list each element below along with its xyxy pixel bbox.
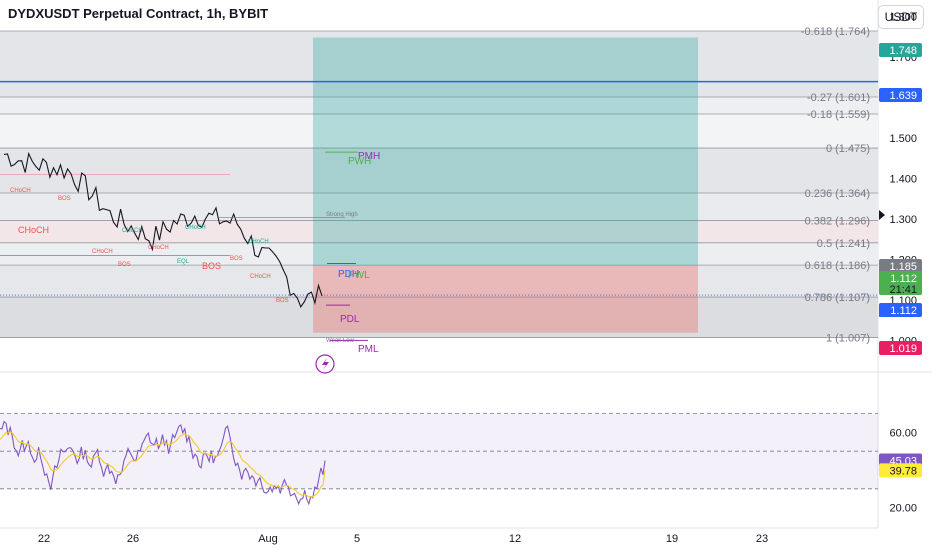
fib-label: 0.786 (1.107): [805, 292, 870, 304]
fib-label: 0 (1.475): [826, 143, 870, 155]
currency-button[interactable]: USDT: [878, 5, 924, 29]
bos-label: BOS: [276, 298, 289, 304]
fib-label: -0.18 (1.559): [807, 109, 870, 121]
pwh-label: PWH: [348, 156, 371, 167]
bos-label: BOS: [202, 261, 221, 271]
price-tick: 1.800: [889, 11, 917, 23]
fib-zone: [0, 193, 878, 221]
fib-zone: [0, 297, 878, 338]
long-position-loss-zone[interactable]: [313, 265, 698, 333]
pwl-label: PWL: [348, 270, 370, 281]
price-tick: 1.500: [889, 133, 917, 145]
price-badge: [879, 43, 922, 57]
axes: 1.8001.7001.6001.5001.4001.3001.2001.100…: [38, 11, 922, 545]
price-badge: [879, 341, 922, 355]
time-tick: 5: [354, 533, 360, 545]
price-tick: 1.400: [889, 173, 917, 185]
pmh-label: PMH: [358, 151, 380, 162]
choch-label: CHoCH: [92, 249, 113, 255]
time-tick: Aug: [258, 533, 278, 545]
bos-label: BOS: [230, 256, 243, 262]
countdown-label: 21:41: [889, 284, 917, 296]
bos-label: BOS: [58, 196, 71, 202]
fib-zone: [0, 114, 878, 149]
rsi-pane[interactable]: [0, 413, 878, 506]
rsi-tick: 60.00: [889, 427, 917, 439]
rsi-ma-line[interactable]: [0, 431, 326, 498]
bos-label: BOS: [118, 262, 131, 268]
time-tick: 22: [38, 533, 50, 545]
rsi-badge: [879, 463, 922, 478]
time-tick: 19: [666, 533, 678, 545]
choch-label: CHoCH: [18, 225, 49, 235]
rsi-tick: 20.00: [889, 503, 917, 515]
fib-zone: [0, 265, 878, 298]
eql-label: EQL: [177, 259, 190, 265]
choch-label: CHoCH: [148, 245, 169, 251]
fib-zone: [0, 220, 878, 243]
rsi-band: [0, 413, 878, 489]
axis-arrow-icon[interactable]: [879, 210, 885, 220]
choch-label: CHoCH: [250, 274, 271, 280]
strong-high-label: Strong High: [326, 212, 358, 218]
time-tick: 23: [756, 533, 768, 545]
price-badge-value: 1.639: [889, 90, 917, 102]
price-badge: [879, 88, 922, 102]
time-tick: 26: [127, 533, 139, 545]
price-badge-value: 1.112: [890, 305, 917, 317]
fib-label: 0.382 (1.296): [805, 216, 870, 228]
fib-zone: [0, 31, 878, 98]
pml-label: PML: [358, 344, 379, 355]
long-position-profit-zone[interactable]: [313, 37, 698, 266]
lightning-glyph: [322, 358, 329, 370]
price-badge: [879, 303, 922, 317]
fib-label: 0.236 (1.364): [805, 188, 870, 200]
time-tick: 12: [509, 533, 521, 545]
price-badge-value: 1.185: [889, 261, 917, 273]
fib-zone: [0, 148, 878, 193]
main-pane[interactable]: CHoCH CHoCH CHoCH CHoCH CHoCH CHoCH CHoCH CHoCH…: [0, 26, 878, 374]
choch-label: CHoCH: [10, 188, 31, 194]
price-tick: 1.300: [889, 214, 917, 226]
fib-label: 0.5 (1.241): [817, 238, 870, 250]
price-badge: [879, 271, 922, 295]
choch-label: CHoCH: [185, 225, 206, 231]
rsi-badge-value: 39.78: [889, 465, 917, 477]
price-series-line[interactable]: [3, 151, 323, 308]
fib-label: 0.618 (1.186): [805, 260, 870, 272]
symbol-title[interactable]: DYDXUSDT Perpetual Contract, 1h, BYBIT: [8, 6, 269, 21]
weak-low-label: Weak Low: [326, 338, 355, 344]
choch-label: CHoCH: [248, 239, 269, 245]
fib-zone: [0, 97, 878, 115]
fib-zone: [0, 242, 878, 266]
price-badge-value: 1.019: [889, 343, 917, 355]
pdh-label: PDH: [338, 269, 359, 280]
price-badge-value: 1.112: [890, 273, 917, 285]
pdl-label: PDL: [340, 314, 360, 325]
fib-label: 1 (1.007): [826, 333, 870, 345]
fib-label: -0.27 (1.601): [807, 92, 870, 104]
price-badge: [879, 259, 922, 273]
price-badge-value: 1.748: [889, 45, 917, 57]
fib-label: -0.618 (1.764): [801, 26, 870, 38]
choch-label: CHoCH: [122, 228, 143, 234]
